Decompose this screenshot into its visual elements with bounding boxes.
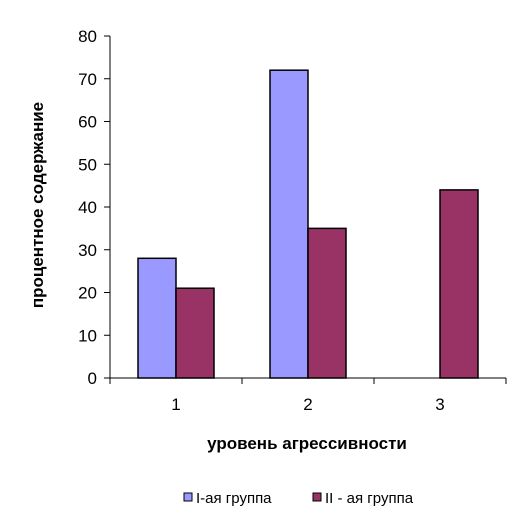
bar-series-2-category-1 [175,287,215,379]
x-tick-label: 2 [303,395,312,414]
y-tick-label: 60 [78,113,97,132]
bar-series-1-category-2 [269,69,309,379]
bar-series-2-category-3 [439,189,479,379]
x-axis-title: уровень агрессивности [207,434,407,453]
legend: I-ая группа II - ая группа [183,490,414,507]
y-tick-label: 10 [78,326,97,345]
legend-label: II - ая группа [325,490,414,507]
y-tick-label: 40 [78,198,97,217]
x-tick-label: 3 [435,395,444,414]
x-axis: 1 2 3 [109,377,507,414]
bars-group [137,69,479,379]
y-tick-label: 70 [78,70,97,89]
bar-series-1-category-1 [137,257,177,379]
y-tick-label: 20 [78,284,97,303]
y-axis: 0 10 20 30 40 50 60 70 80 [78,27,111,388]
y-tick-label: 50 [78,155,97,174]
legend-swatch [183,492,193,502]
y-tick-label: 80 [78,27,97,46]
legend-swatch [312,492,322,502]
y-axis-title: процентное содержание [28,102,47,308]
y-tick-label: 30 [78,241,97,260]
y-tick-label: 0 [88,369,97,388]
bar-series-2-category-2 [307,227,347,379]
x-tick-label: 1 [171,395,180,414]
legend-label: I-ая группа [196,490,272,507]
